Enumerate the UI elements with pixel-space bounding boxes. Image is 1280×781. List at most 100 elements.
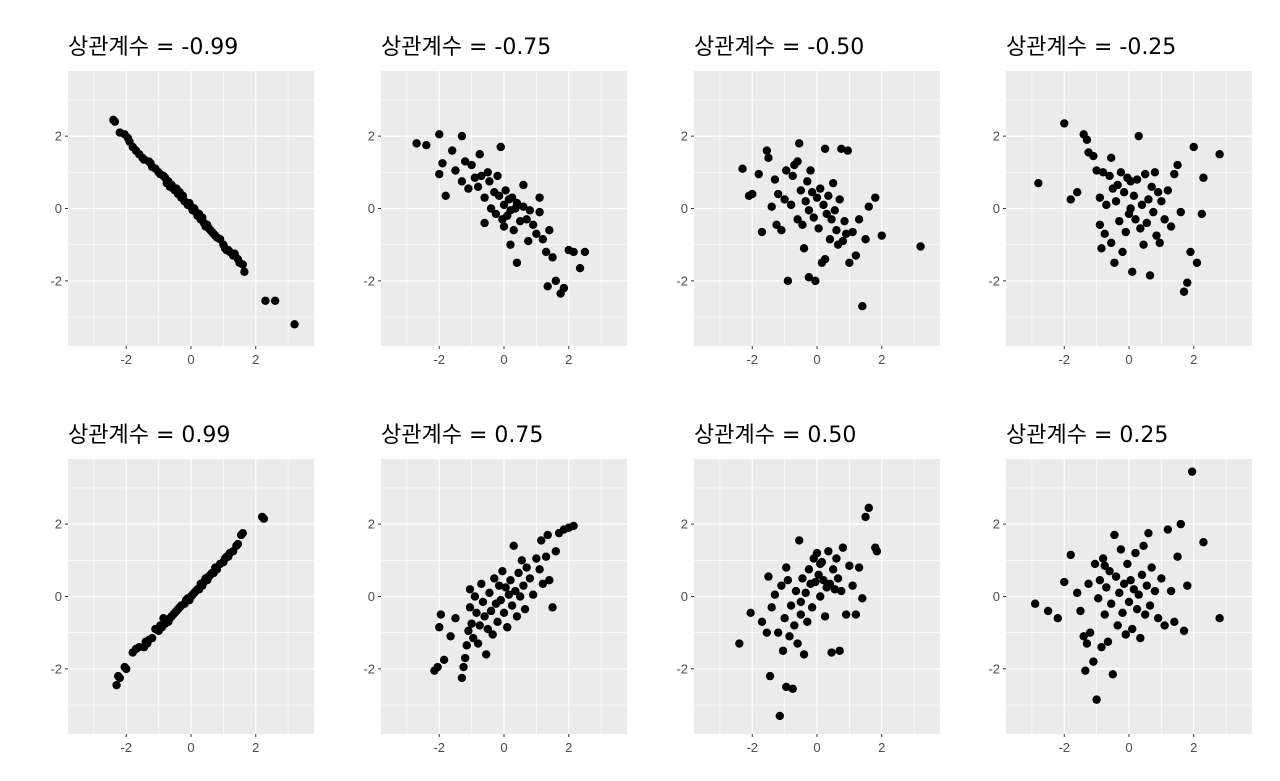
scatter-point (861, 512, 870, 522)
x-tick-label: 2 (878, 352, 885, 367)
scatter-point (270, 296, 280, 305)
scatter-point (854, 215, 864, 224)
scatter-point (825, 235, 835, 244)
scatter-point (224, 245, 233, 255)
scatter-point (493, 617, 502, 627)
scatter-point (1111, 197, 1121, 206)
y-tick-label: 0 (681, 201, 688, 216)
scatter-point (1126, 204, 1135, 213)
scatter-point (1137, 570, 1147, 579)
scatter-point (1170, 169, 1179, 179)
scatter-point (748, 189, 757, 199)
scatter-point (1106, 599, 1116, 608)
scatter-point (1166, 222, 1176, 231)
scatter-point (1215, 150, 1224, 159)
scatter-point (1136, 633, 1145, 643)
scatter-point (515, 216, 525, 226)
scatter-point (877, 231, 886, 240)
scatter-point (811, 276, 820, 286)
scatter-point (1189, 142, 1198, 152)
scatter-point (1186, 247, 1195, 257)
scatter-point (517, 556, 527, 565)
y-tick-label: -2 (50, 273, 62, 288)
scatter-point (1094, 594, 1103, 603)
scatter-point (470, 173, 480, 182)
scatter-point (457, 673, 467, 683)
scatter-point (464, 626, 473, 636)
scatter-point (835, 646, 844, 655)
scatter-point (1066, 195, 1075, 204)
panel-title: 상관계수 = -0.99 (68, 35, 238, 60)
scatter-point (509, 226, 518, 235)
x-tick-label: -2 (746, 740, 758, 755)
x-tick-label: 2 (878, 740, 885, 755)
scatter-point (1118, 247, 1127, 257)
scatter-point (1197, 209, 1207, 219)
scatter-point (143, 639, 152, 648)
scatter-point (501, 186, 510, 195)
scatter-point (535, 193, 544, 202)
scatter-point (519, 180, 528, 190)
scatter-point (786, 200, 796, 210)
scatter-point (864, 202, 873, 211)
scatter-point (207, 568, 217, 578)
scatter-point (1176, 519, 1185, 529)
scatter-point (1110, 258, 1119, 267)
scatter-point (514, 568, 523, 578)
scatter-point (786, 601, 796, 610)
scatter-point (1149, 207, 1158, 217)
scatter-point (812, 193, 822, 202)
scatter-point (559, 283, 569, 293)
scatter-point (499, 608, 509, 617)
scatter-point (738, 164, 747, 173)
scatter-point (1121, 227, 1130, 237)
scatter-point (1119, 188, 1129, 197)
scatter-point (1142, 581, 1152, 590)
scatter-point (481, 650, 491, 659)
scatter-point (1098, 168, 1108, 177)
scatter-point (543, 530, 552, 540)
scatter-point (112, 680, 121, 690)
scatter-point (832, 554, 841, 563)
scatter-point (1132, 175, 1142, 184)
scatter-point (1192, 258, 1202, 267)
scatter-point (780, 195, 789, 204)
scatter-point (569, 247, 578, 257)
scatter-point (1173, 552, 1182, 561)
scatter-panel: 상관계수 = 0.50 -2 0 2 -2 0 2 (676, 423, 940, 755)
scatter-point (773, 189, 783, 199)
scatter-point (785, 632, 794, 641)
scatter-point (735, 639, 744, 648)
scatter-point (1030, 599, 1040, 608)
scatter-point (115, 673, 124, 683)
scatter-point (1092, 695, 1101, 704)
scatter-point (820, 254, 830, 264)
scatter-point (506, 576, 515, 585)
scatter-point (475, 621, 484, 630)
scatter-point (837, 144, 846, 153)
scatter-point (519, 581, 528, 590)
scatter-point (851, 251, 861, 260)
scatter-point (435, 169, 444, 179)
scatter-point (580, 247, 590, 257)
scatter-point (499, 222, 509, 231)
scatter-panel: 상관계수 = -0.99 -2 0 2 -2 0 2 (50, 35, 314, 367)
scatter-point (840, 216, 849, 226)
scatter-point (1097, 244, 1106, 253)
x-tick-label: 0 (187, 740, 194, 755)
scatter-point (1131, 548, 1140, 558)
panel-title: 상관계수 = 0.99 (68, 423, 230, 448)
y-tick-label: 2 (55, 129, 62, 144)
scatter-point (790, 621, 799, 630)
scatter-point (460, 157, 470, 166)
x-tick-label: -2 (433, 740, 445, 755)
scatter-point (488, 630, 497, 639)
scatter-point (1106, 238, 1116, 248)
y-tick-label: -2 (363, 273, 375, 288)
scatter-point (1034, 178, 1043, 188)
scatter-point (436, 610, 446, 619)
x-tick-label: -2 (746, 352, 758, 367)
scatter-point (764, 153, 773, 163)
scatter-point (819, 576, 828, 585)
